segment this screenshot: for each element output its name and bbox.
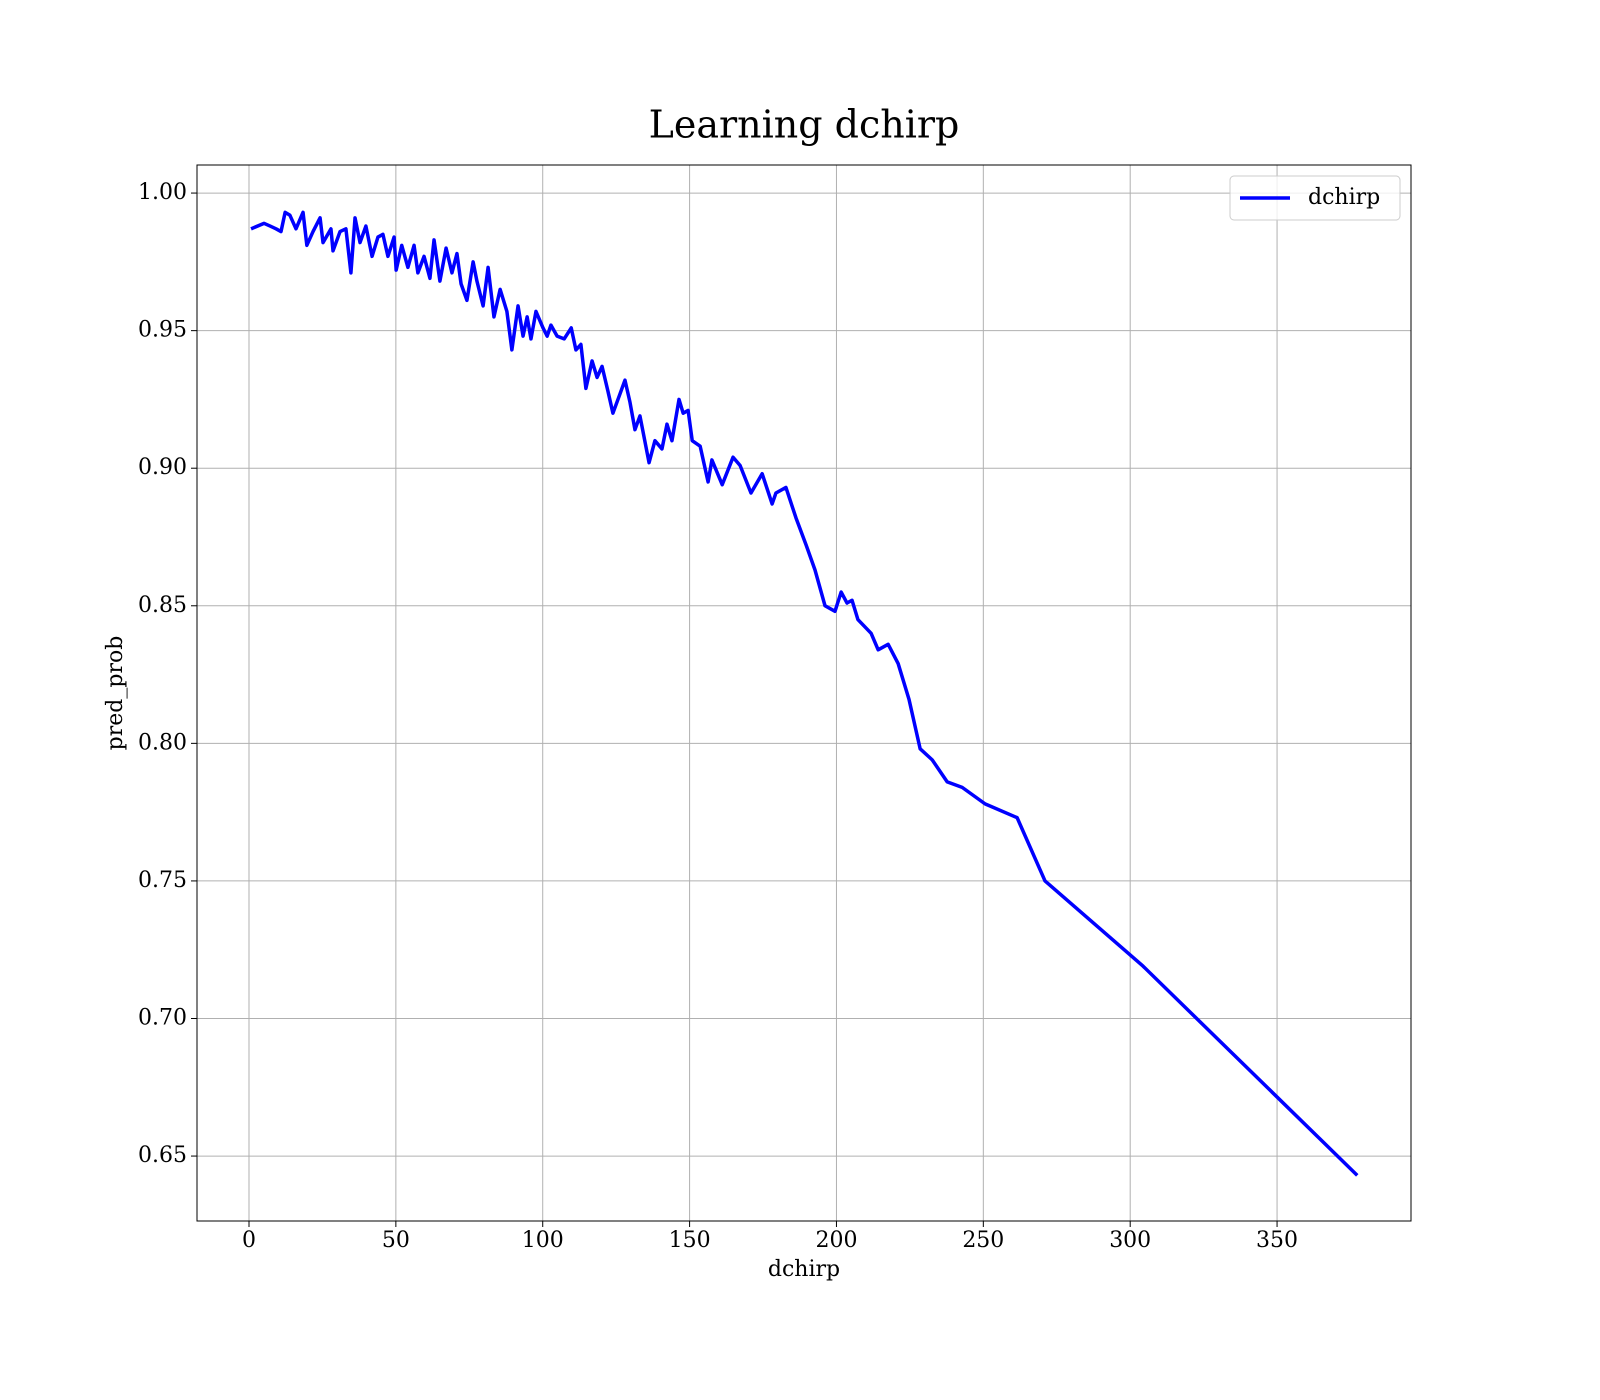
legend-label: dchirp [1308,185,1380,210]
x-tick-label: 0 [242,1228,256,1253]
x-tick-label: 100 [522,1228,564,1253]
x-axis-label: dchirp [768,1257,840,1282]
chart-title: Learning dchirp [649,103,960,147]
y-tick-label: 1.00 [138,180,187,205]
x-tick-label: 350 [1256,1228,1298,1253]
y-tick-label: 0.70 [138,1005,187,1030]
y-tick-label: 0.65 [138,1143,187,1168]
x-tick-label: 200 [815,1228,857,1253]
plot-frame [196,164,1412,1222]
x-tick-label: 250 [962,1228,1004,1253]
y-tick-label: 0.95 [138,318,187,343]
x-tick-label: 300 [1109,1228,1151,1253]
y-tick-label: 0.85 [138,593,187,618]
y-tick-label: 0.90 [138,455,187,480]
x-tick-label: 50 [382,1228,410,1253]
legend-box [1229,175,1401,221]
y-tick-label: 0.80 [138,730,187,755]
data-line [250,210,1359,1177]
y-axis-label: pred_prob [103,636,128,751]
x-tick-label: 150 [669,1228,711,1253]
y-tick-label: 0.75 [138,868,187,893]
